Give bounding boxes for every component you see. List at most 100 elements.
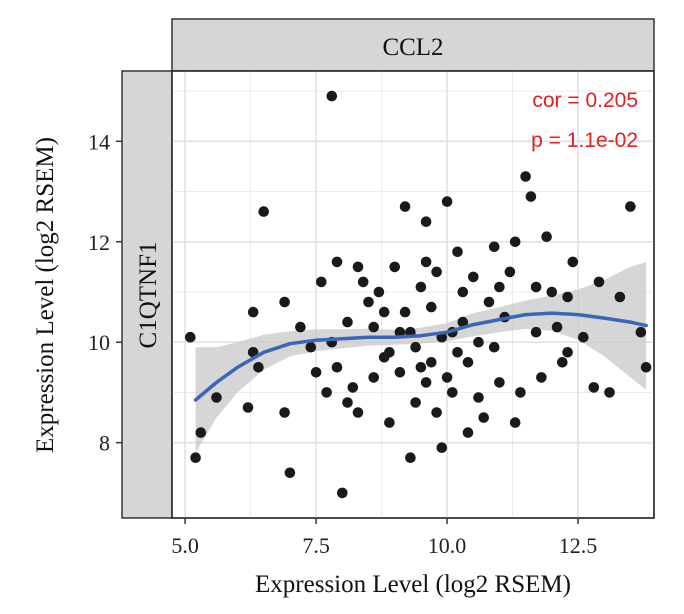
data-point [242,402,254,413]
y-axis-title: Expression Level (log2 RSEM) [32,137,59,453]
data-point [279,296,290,308]
x-tick-label: 7.5 [302,533,330,558]
data-point [326,90,338,102]
data-point [258,206,270,217]
data-point [546,286,558,298]
x-tick-label: 12.5 [559,533,598,558]
data-point [441,196,453,207]
data-point [389,261,401,273]
smooth-line [193,311,648,402]
data-point [431,407,442,418]
data-points [185,90,652,499]
data-point [384,417,395,428]
data-point [420,216,432,227]
data-point [331,256,343,268]
data-point [614,291,626,303]
data-point [363,296,374,308]
data-point [462,357,474,368]
data-point [468,271,479,283]
data-point [337,487,348,499]
data-point [342,316,353,328]
data-point [378,352,390,363]
confidence-band-group [195,261,647,453]
data-point [352,261,364,273]
data-point [342,397,353,408]
data-point [452,246,463,258]
data-point [405,452,416,464]
data-point [457,286,469,298]
data-point [347,382,359,393]
data-point [321,387,332,398]
data-point [284,467,296,479]
data-point [567,256,579,268]
data-point [494,281,505,293]
data-point [373,286,385,298]
data-point [457,316,469,328]
y-tick-label: 12 [88,230,110,255]
data-point [420,377,432,388]
data-point [378,306,390,318]
data-point [593,276,605,288]
data-point [331,362,343,373]
x-tick-label: 5.0 [171,533,199,558]
data-point [436,442,448,454]
data-point [488,241,500,253]
data-point [578,331,589,343]
data-point [394,326,406,338]
y-tick-label: 14 [88,129,110,154]
data-point [185,331,196,343]
data-point [473,336,484,348]
data-point [520,171,531,182]
data-point [515,387,526,398]
data-point [541,231,552,242]
data-point [640,362,652,373]
data-point [415,281,427,293]
data-point [195,427,207,438]
data-point [415,362,427,373]
data-point [635,326,647,338]
data-point [305,341,317,353]
data-point [530,326,542,338]
data-point [562,347,573,358]
data-point [253,362,264,373]
data-point [462,427,474,438]
data-point [530,281,542,293]
data-point [211,392,222,403]
data-point [604,387,615,398]
data-point [452,347,463,358]
facet-strip-top: CCL2 [171,18,655,72]
data-point [247,306,259,318]
data-point [525,191,537,202]
data-point [494,377,505,388]
data-point [399,306,411,318]
x-tick-label: 10.0 [428,533,467,558]
data-point [190,452,201,464]
y-axis-ticks: 8 10 12 14 [88,129,122,456]
data-point [509,236,521,248]
p-value-label: p = 1.1e-02 [531,129,638,152]
facet-strip-left-bg [121,70,173,519]
data-point [368,372,380,383]
data-point [420,256,432,268]
facet-row-label: C1QTNF1 [135,242,162,349]
data-point [551,321,563,333]
data-point [279,407,290,418]
plot-panel-border [171,70,655,519]
data-point [478,412,490,423]
facet-col-label: CCL2 [382,34,443,61]
y-tick-label: 10 [88,330,110,355]
data-point [557,357,568,368]
x-axis-ticks: 5.0 7.5 10.0 12.5 [171,518,597,558]
grid-lines [172,71,654,518]
data-point [399,201,411,212]
data-point [441,372,453,383]
data-point [310,367,322,378]
facet-strip-left: C1QTNF1 [121,70,173,519]
data-point [562,291,573,303]
data-point [625,201,636,212]
data-point [357,276,369,288]
y-tick-label: 8 [99,431,110,456]
data-point [431,266,442,278]
facet-strip-top-bg [171,18,655,72]
data-point [536,372,547,383]
